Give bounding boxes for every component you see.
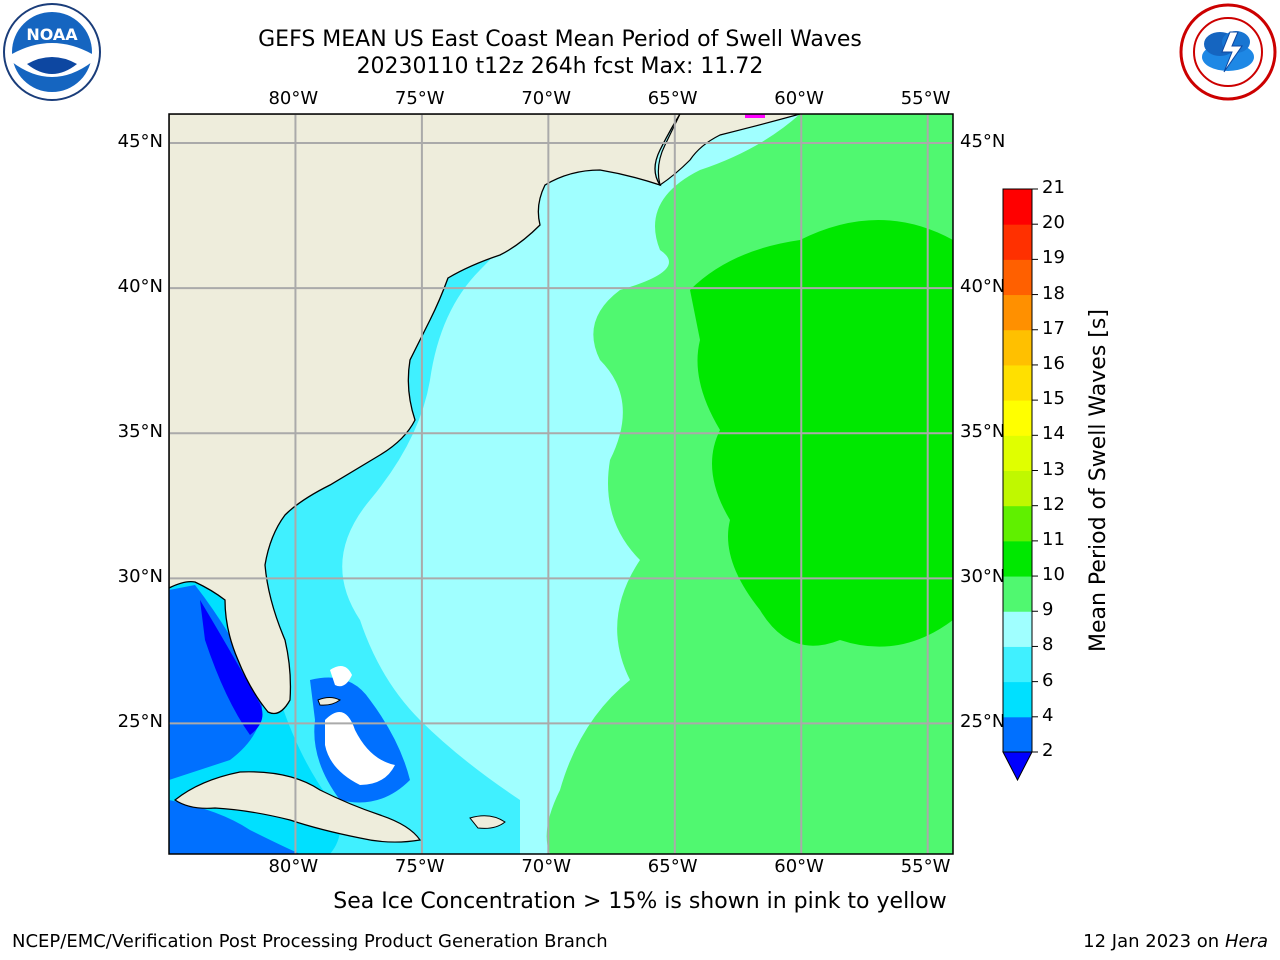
colorbar-tick-label: 19 [1042, 247, 1065, 269]
swell-zone-2-4-keys [169, 800, 300, 854]
lon-tick-bottom: 55°W [900, 856, 951, 877]
lat-tick-left: 35°N [117, 421, 163, 443]
colorbar-extend-arrow [1002, 751, 1033, 782]
colorbar-tick-label: 9 [1042, 599, 1054, 621]
colorbar-tick-label: 17 [1042, 317, 1065, 339]
lon-tick-bottom: 65°W [647, 856, 698, 877]
colorbar-segment [1003, 189, 1032, 225]
lat-tick-left: 40°N [117, 276, 163, 298]
chart-subtitle: 20230110 t12z 264h fcst Max: 11.72 [356, 54, 764, 79]
lon-tick-top: 60°W [774, 88, 824, 109]
lat-tick-right: 45°N [960, 131, 1006, 153]
lon-tick-bottom: 70°W [521, 856, 572, 877]
lat-tick-right: 25°N [960, 711, 1006, 733]
colorbar-segment [1003, 681, 1032, 718]
lon-tick-bottom: 60°W [774, 856, 824, 877]
lat-tick-left: 25°N [117, 711, 163, 733]
lon-tick-top: 75°W [394, 88, 445, 109]
colorbar-segment [1003, 611, 1032, 647]
map-area [169, 114, 953, 854]
nws-seal-icon [1179, 3, 1277, 101]
colorbar-segment [1003, 294, 1032, 331]
land-nova-scotia [657, 114, 801, 186]
colorbar-tick-label: 21 [1042, 177, 1065, 198]
credit-date: 12 Jan 2023 on [1083, 931, 1220, 952]
lon-tick-top: 80°W [268, 88, 319, 109]
swell-zone-2-4 [169, 585, 262, 780]
colorbar-segment [1003, 364, 1032, 401]
lon-tick-bottom: 80°W [268, 856, 319, 877]
colorbar-tick-label: 10 [1042, 564, 1065, 586]
sea-ice-patch [745, 114, 765, 118]
sea-ice-note: Sea Ice Concentration > 15% is shown in … [333, 889, 947, 914]
colorbar-tick-label: 13 [1042, 458, 1065, 480]
colorbar [1002, 188, 1038, 782]
land-hispaniola [469, 815, 506, 829]
colorbar-tick-label: 15 [1042, 388, 1065, 410]
colorbar-tick-label: 16 [1042, 352, 1065, 374]
colorbar-segment [1003, 400, 1032, 436]
colorbar-segment [1003, 540, 1032, 577]
colorbar-segment [1003, 259, 1032, 296]
bahamas-banks-north [330, 666, 352, 687]
lat-tick-right: 30°N [960, 566, 1006, 588]
colorbar-tick-label: 18 [1042, 282, 1065, 304]
noaa-seal-icon: NOAA [3, 3, 101, 101]
colorbar-segment [1003, 224, 1032, 260]
land-cuba [173, 771, 422, 843]
colorbar-tick-label: 8 [1042, 634, 1054, 656]
colorbar-tick-label: 2 [1042, 740, 1054, 761]
lat-tick-left: 30°N [117, 566, 163, 588]
credit-right: 12 Jan 2023 on Hera [1083, 931, 1268, 952]
credit-machine: Hera [1224, 931, 1268, 952]
lon-tick-top: 55°W [900, 88, 951, 109]
lat-tick-right: 35°N [960, 421, 1006, 443]
colorbar-segment [1003, 505, 1032, 542]
gridlines [169, 114, 953, 854]
colorbar-segment [1003, 646, 1032, 683]
colorbar-tick-label: 14 [1042, 423, 1065, 445]
lon-tick-bottom: 75°W [394, 856, 445, 877]
colorbar-tick-label: 6 [1042, 669, 1054, 691]
colorbar-tick-label: 4 [1042, 704, 1054, 726]
lat-tick-left: 45°N [117, 131, 163, 153]
lon-tick-top: 65°W [647, 88, 698, 109]
map-frame [168, 113, 954, 855]
colorbar-segment [1003, 716, 1032, 753]
colorbar-segment [1003, 576, 1032, 612]
colorbar-label: Mean Period of Swell Waves [s] [1086, 309, 1111, 652]
bahamas-banks [325, 712, 395, 785]
lon-tick-top: 70°W [521, 88, 572, 109]
lat-tick-right: 40°N [960, 276, 1006, 298]
colorbar-segment [1003, 329, 1032, 366]
noaa-logo-text: NOAA [26, 25, 78, 44]
land-grand-bahama [317, 697, 341, 706]
chart-title: GEFS MEAN US East Coast Mean Period of S… [258, 27, 862, 52]
colorbar-tick-label: 20 [1042, 212, 1065, 234]
colorbar-tick-label: 12 [1042, 493, 1065, 515]
credit-left: NCEP/EMC/Verification Post Processing Pr… [12, 931, 608, 952]
land-north-america [169, 114, 681, 715]
colorbar-segment [1003, 435, 1032, 471]
swell-zone-under-2 [200, 600, 263, 735]
colorbar-segment [1003, 470, 1032, 507]
colorbar-tick-label: 11 [1042, 528, 1065, 550]
